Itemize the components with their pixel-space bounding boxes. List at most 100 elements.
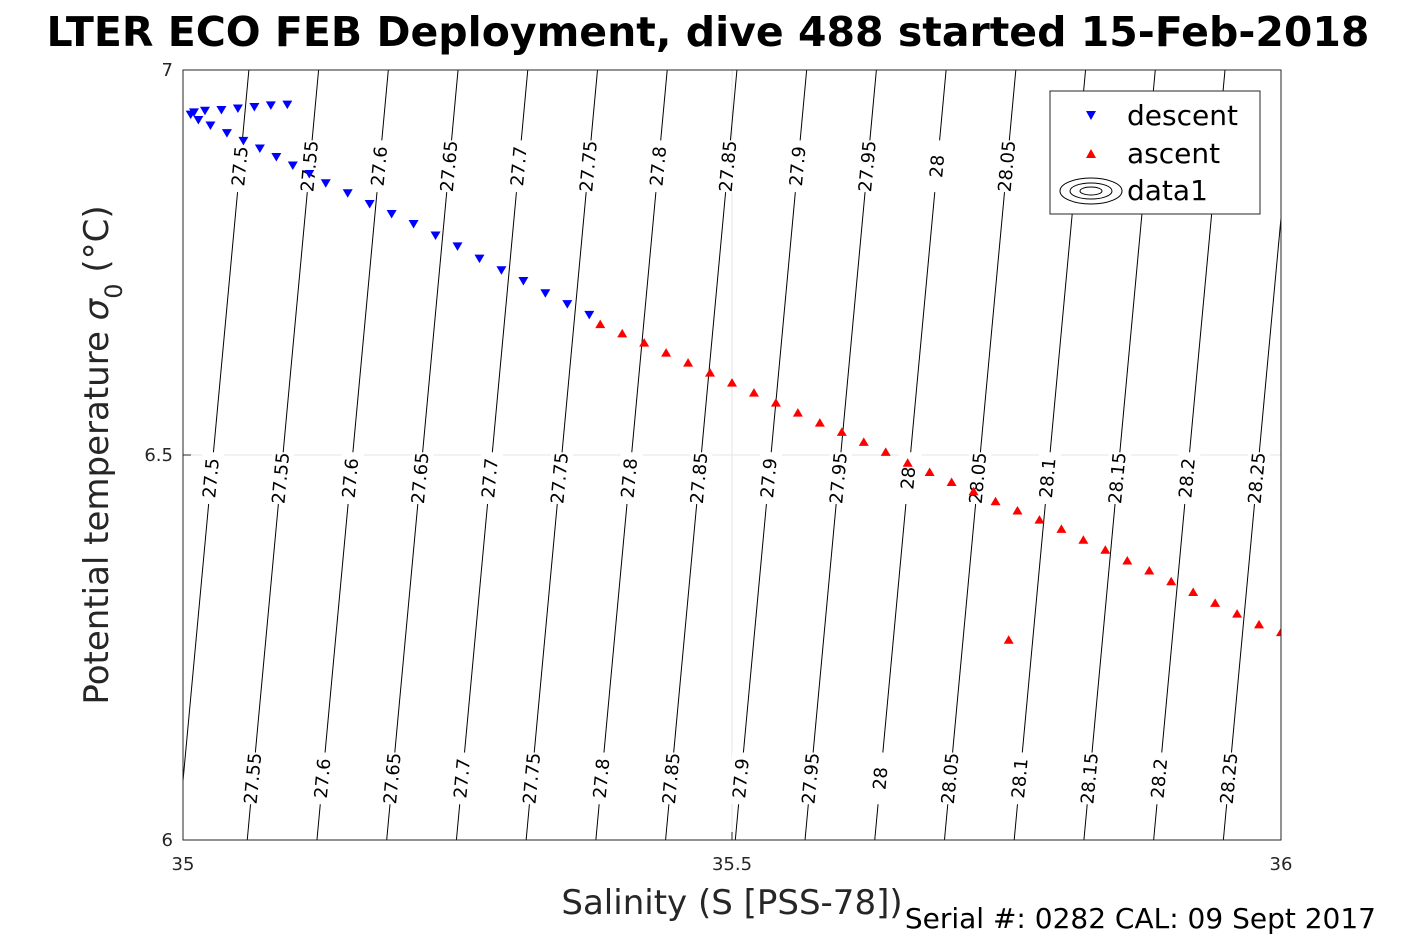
ascent-point — [639, 338, 650, 347]
contour-label-background — [366, 139, 393, 194]
descent-point — [221, 129, 232, 138]
contour-label: 28.1 — [1036, 457, 1061, 499]
contour-label-background — [337, 451, 364, 506]
contour-label: 28.1 — [1008, 758, 1033, 800]
descent-point — [342, 189, 353, 198]
contour-label-background — [657, 751, 685, 806]
y-axis-label-main: Potential temperature — [77, 320, 117, 704]
contour-label-background — [936, 751, 964, 806]
legend-descent-label: descent — [1127, 99, 1238, 132]
contour-label: 27.95 — [798, 752, 824, 805]
contour-label: 27.75 — [519, 752, 545, 805]
contour-label-background — [1104, 451, 1131, 506]
contour-label-background — [1173, 451, 1201, 506]
ascent-point — [792, 408, 803, 417]
contour-label: 28.05 — [938, 752, 964, 805]
ascent-point — [836, 427, 847, 436]
descent-point — [364, 199, 375, 209]
contour-label-background — [727, 751, 755, 806]
contour-label: 27.85 — [659, 752, 685, 805]
serial-cal-footer: Serial #: 0282 CAL: 09 Sept 2017 — [905, 902, 1376, 935]
ascent-point — [1078, 535, 1089, 544]
descent-point — [232, 104, 243, 113]
contour-label-background — [588, 751, 615, 806]
ascent-point — [770, 398, 781, 407]
contour-label: 27.6 — [339, 457, 364, 499]
descent-point — [562, 300, 573, 309]
contour-label-background — [1145, 751, 1173, 806]
descent-point — [271, 153, 282, 162]
contour-label: 27.95 — [855, 140, 881, 193]
contour-label: 27.9 — [757, 457, 782, 499]
descent-point — [185, 110, 196, 120]
contour-label: 28 — [897, 466, 920, 491]
legend-box — [1049, 90, 1261, 215]
descent-point — [193, 116, 204, 125]
x-axis-label: Salinity (S [PSS-78]) — [561, 883, 902, 923]
contour-label: 27.5 — [228, 145, 253, 187]
contour-label: 27.7 — [450, 758, 475, 800]
contour-label-background — [784, 139, 812, 194]
x-tick-label: 36 — [1270, 854, 1293, 875]
contour-label-background — [379, 751, 406, 806]
contour-label-background — [755, 451, 783, 506]
contour-label-background — [797, 751, 825, 806]
ascent-point — [1232, 609, 1243, 618]
contour-label: 28.2 — [1148, 758, 1173, 800]
descent-point — [452, 242, 463, 251]
ascent-point — [968, 486, 979, 496]
ascent-point — [1144, 566, 1155, 575]
ascent-point — [902, 458, 913, 467]
ascent-point — [1122, 555, 1133, 565]
contour-label: 28.25 — [1245, 452, 1271, 505]
contour-label: 27.5 — [199, 457, 224, 499]
ascent-point — [1210, 598, 1221, 607]
contour-label-background — [1076, 751, 1103, 806]
contour-label-background — [1006, 751, 1034, 806]
legend-contour-icon — [1059, 177, 1123, 205]
contour-label: 27.65 — [408, 452, 434, 505]
ascent-point — [1166, 576, 1177, 586]
contour-label: 27.8 — [618, 457, 643, 499]
chart-title: LTER ECO FEB Deployment, dive 488 starte… — [47, 8, 1370, 56]
contour-label: 27.95 — [826, 452, 852, 505]
descent-point — [584, 310, 595, 320]
descent-point — [216, 106, 227, 115]
contour-label-background — [867, 751, 894, 806]
descent-point — [282, 100, 293, 110]
contour-label: 27.6 — [368, 145, 393, 187]
contour-label-background — [505, 139, 533, 194]
ascent-point — [814, 418, 825, 427]
contour-label-background — [435, 139, 463, 194]
ascent-point — [727, 378, 737, 387]
contour-label: 28.25 — [1217, 752, 1243, 805]
ascent-point — [1254, 619, 1265, 629]
contour-label: 28 — [926, 154, 949, 179]
ascent-point — [595, 319, 606, 329]
contour-label-background — [239, 751, 267, 806]
y-tick-label: 7 — [162, 60, 173, 81]
contour-label-background — [993, 139, 1021, 194]
ascent-point — [1188, 587, 1199, 597]
contour-label-background — [226, 139, 254, 194]
contour-label-background — [518, 751, 546, 806]
ascent-point — [617, 328, 628, 338]
descent-point — [320, 179, 331, 188]
contour-label-background — [309, 751, 337, 806]
contour-label: 27.85 — [687, 452, 713, 505]
contour-label-background — [476, 451, 504, 506]
contour-label: 27.7 — [478, 457, 503, 499]
contour-label: 27.85 — [716, 140, 742, 193]
descent-point — [386, 209, 397, 219]
descent-point — [518, 276, 529, 286]
contour-label: 27.55 — [241, 752, 267, 805]
legend-data1-label: data1 — [1127, 174, 1208, 207]
y-axis-label-unit: (°C) — [77, 205, 117, 283]
y-axis-label-sub: 0 — [100, 283, 128, 298]
contour-label-background — [685, 451, 713, 506]
contour-label: 27.75 — [547, 452, 573, 505]
contour-label: 27.8 — [646, 145, 671, 187]
contour-label-background — [448, 751, 476, 806]
